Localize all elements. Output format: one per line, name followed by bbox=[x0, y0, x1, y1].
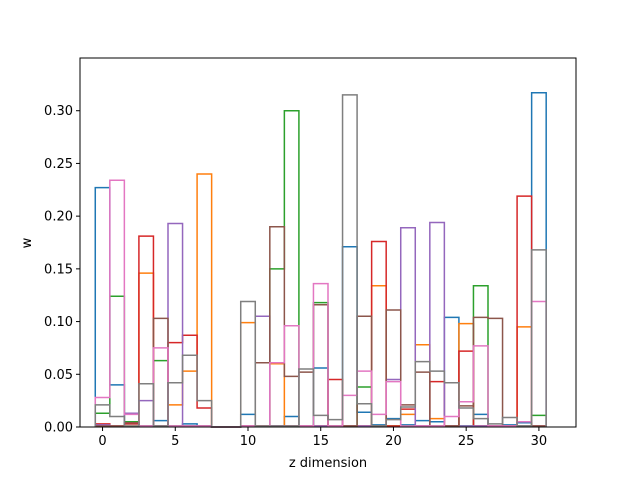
histogram-series-3 bbox=[94, 109, 547, 428]
x-tick-label: 15 bbox=[312, 434, 329, 449]
y-tick-label: 0.05 bbox=[44, 368, 73, 383]
y-tick-label: 0.10 bbox=[44, 315, 73, 330]
x-tick-label: 20 bbox=[385, 434, 402, 449]
y-tick-label: 0.30 bbox=[44, 104, 73, 119]
y-axis: 0.00 0.05 0.10 0.15 0.20 0.25 0.30 bbox=[44, 104, 80, 436]
x-tick-label: 30 bbox=[531, 434, 548, 449]
histogram-series-6 bbox=[94, 225, 547, 428]
y-tick-label: 0.20 bbox=[44, 210, 73, 225]
histogram-series-8 bbox=[94, 94, 547, 428]
axes-frame bbox=[79, 57, 577, 428]
histogram-series-2 bbox=[94, 173, 547, 428]
x-tick-label: 0 bbox=[98, 434, 106, 449]
histogram-series-4 bbox=[94, 195, 547, 428]
series-layer bbox=[94, 92, 547, 428]
y-tick-label: 0.15 bbox=[44, 262, 73, 277]
y-tick-label: 0.25 bbox=[44, 157, 73, 172]
x-axis: 0 5 10 15 20 25 30 bbox=[98, 427, 547, 449]
y-axis-label: w bbox=[20, 237, 35, 248]
x-axis-label: z dimension bbox=[289, 456, 367, 471]
y-tick-label: 0.00 bbox=[44, 421, 73, 436]
x-tick-label: 25 bbox=[458, 434, 475, 449]
histogram-series-7 bbox=[94, 179, 547, 428]
x-tick-label: 5 bbox=[171, 434, 179, 449]
histogram-series-5 bbox=[94, 221, 547, 428]
x-tick-label: 10 bbox=[240, 434, 257, 449]
histogram-series-1 bbox=[94, 92, 547, 428]
